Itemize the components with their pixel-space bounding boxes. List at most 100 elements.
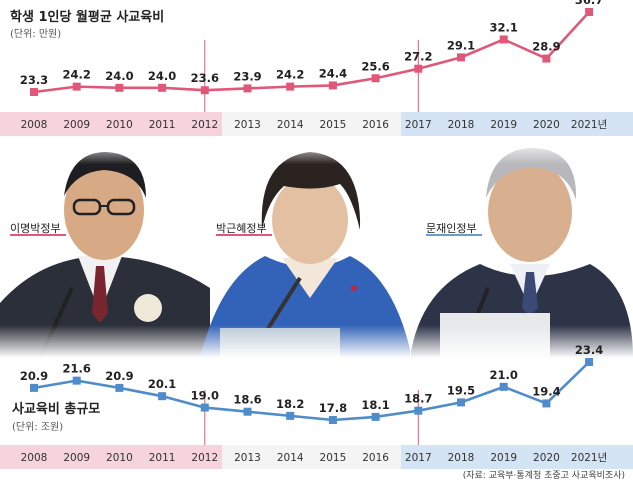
data-label: 19.0 (191, 389, 219, 403)
chart-title-top: 학생 1인당 월평균 사교육비 (10, 10, 165, 25)
data-label: 25.6 (361, 59, 389, 73)
x-tick-label: 2021년 (571, 452, 607, 464)
x-tick-label: 2016 (362, 119, 389, 131)
data-point (542, 54, 551, 63)
axis-band-pink (0, 112, 223, 136)
data-label: 20.9 (20, 369, 48, 383)
x-tick-label: 2018 (448, 452, 475, 464)
axis-band-neutral (222, 445, 401, 469)
data-point (457, 53, 465, 62)
axis-band-neutral (222, 112, 401, 136)
data-point (585, 358, 594, 366)
data-point (328, 81, 337, 90)
data-point (115, 83, 124, 92)
x-tick-label: 2008 (21, 119, 48, 131)
x-tick-label: 2011 (149, 452, 176, 464)
photo-band (0, 138, 633, 358)
x-tick-label: 2013 (234, 119, 261, 131)
data-point (371, 412, 380, 421)
x-tick-label: 2018 (448, 119, 475, 131)
data-point (414, 64, 423, 73)
data-point (30, 88, 38, 96)
government-label-lee: 이명박정부 (10, 220, 61, 236)
data-point (499, 382, 508, 391)
data-point (499, 35, 508, 44)
x-tick-label: 2010 (106, 119, 133, 131)
x-tick-label: 2020 (533, 119, 560, 131)
data-point (286, 82, 295, 91)
data-label: 29.1 (447, 38, 475, 52)
data-label: 18.2 (276, 397, 304, 411)
chart-unit-bottom: (단위: 조원) (12, 422, 64, 433)
government-label-moon: 문재인정부 (426, 220, 477, 236)
series-line (33, 11, 591, 94)
government-accent-lee (10, 234, 66, 236)
data-label: 18.1 (361, 398, 389, 412)
x-tick-label: 2009 (63, 119, 90, 131)
x-tick-label: 2014 (277, 119, 304, 131)
data-point (158, 392, 167, 401)
axis-band-blue (400, 445, 633, 469)
data-label: 32.1 (490, 20, 518, 34)
x-tick-label: 2014 (277, 452, 304, 464)
data-label: 18.7 (404, 392, 432, 406)
data-point (542, 399, 551, 408)
data-point (115, 383, 124, 392)
data-label: 24.2 (276, 68, 304, 82)
x-tick-label: 2012 (191, 119, 218, 131)
x-tick-label: 2016 (362, 452, 389, 464)
x-tick-label: 2020 (533, 452, 560, 464)
series-line (33, 361, 591, 422)
data-label: 27.2 (404, 50, 432, 64)
data-point (72, 376, 81, 385)
x-tick-label: 2017 (405, 119, 432, 131)
data-point (328, 416, 337, 424)
chart-title-bottom: 사교육비 총규모 (12, 402, 101, 417)
chart-unit-top: (단위: 만원) (10, 29, 62, 40)
government-label-text: 박근혜정부 (216, 222, 267, 235)
government-label-text: 문재인정부 (426, 222, 477, 235)
data-point (243, 84, 252, 93)
data-label: 21.0 (490, 368, 518, 382)
x-tick-label: 2010 (106, 452, 133, 464)
data-label: 23.3 (20, 73, 48, 87)
data-point (585, 8, 594, 16)
x-tick-label: 2019 (490, 119, 517, 131)
data-label: 24.4 (319, 66, 347, 80)
x-tick-label: 2015 (320, 119, 347, 131)
data-label: 23.6 (191, 71, 219, 85)
government-label-park: 박근혜정부 (216, 220, 267, 236)
data-point (371, 74, 380, 83)
government-accent-moon (426, 234, 482, 236)
axis-band-blue (400, 112, 633, 136)
data-point (457, 398, 465, 407)
source-note: (자료: 교육부·통계청 초중고 사교육비조사) (462, 471, 625, 481)
x-tick-label: 2012 (191, 452, 218, 464)
government-accent-park (216, 234, 272, 236)
x-tick-label: 2009 (63, 452, 90, 464)
x-tick-label: 2011 (149, 119, 176, 131)
data-label: 24.2 (63, 68, 91, 82)
data-point (286, 411, 295, 420)
data-point (200, 403, 209, 412)
government-label-text: 이명박정부 (10, 222, 61, 235)
data-label: 19.5 (447, 383, 475, 397)
x-tick-label: 2015 (320, 452, 347, 464)
data-label: 19.4 (532, 384, 560, 398)
data-label: 28.9 (532, 40, 560, 54)
data-label: 24.0 (148, 69, 176, 83)
data-label: 18.6 (233, 393, 261, 407)
portrait-photos (0, 138, 633, 358)
x-tick-label: 2008 (21, 452, 48, 464)
data-label: 17.8 (319, 401, 347, 415)
data-point (30, 383, 38, 392)
axis-band-pink (0, 445, 223, 469)
data-point (243, 407, 252, 416)
data-label: 36.7 (575, 0, 603, 7)
data-point (158, 83, 167, 92)
data-label: 23.9 (233, 69, 261, 83)
data-label: 21.6 (63, 362, 91, 376)
data-point (72, 82, 81, 91)
data-point (414, 406, 423, 415)
